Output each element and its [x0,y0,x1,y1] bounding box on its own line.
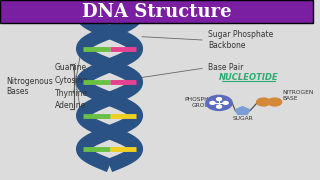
Text: Thymine: Thymine [55,89,88,98]
Text: PHOSPHATE
GROUP: PHOSPHATE GROUP [184,98,220,108]
Text: NITROGEN
BASE: NITROGEN BASE [282,90,314,101]
Text: Adenine: Adenine [55,101,86,110]
Circle shape [217,105,221,108]
Polygon shape [234,106,251,115]
Circle shape [206,95,232,110]
Text: Nitrogenous
Bases: Nitrogenous Bases [6,77,53,96]
Text: Base Pair: Base Pair [208,63,244,72]
Text: Guanine: Guanine [55,63,87,72]
Circle shape [223,102,228,104]
Circle shape [210,102,215,104]
Circle shape [268,98,282,106]
Text: Sugar Phosphate
Backbone: Sugar Phosphate Backbone [208,30,273,50]
Circle shape [257,98,270,106]
Text: Cytosine: Cytosine [55,76,88,85]
FancyBboxPatch shape [0,0,313,23]
Circle shape [217,98,221,101]
Text: SUGAR: SUGAR [232,116,253,121]
Text: NUCLEOTIDE: NUCLEOTIDE [219,73,279,82]
Text: DNA Structure: DNA Structure [82,3,231,21]
